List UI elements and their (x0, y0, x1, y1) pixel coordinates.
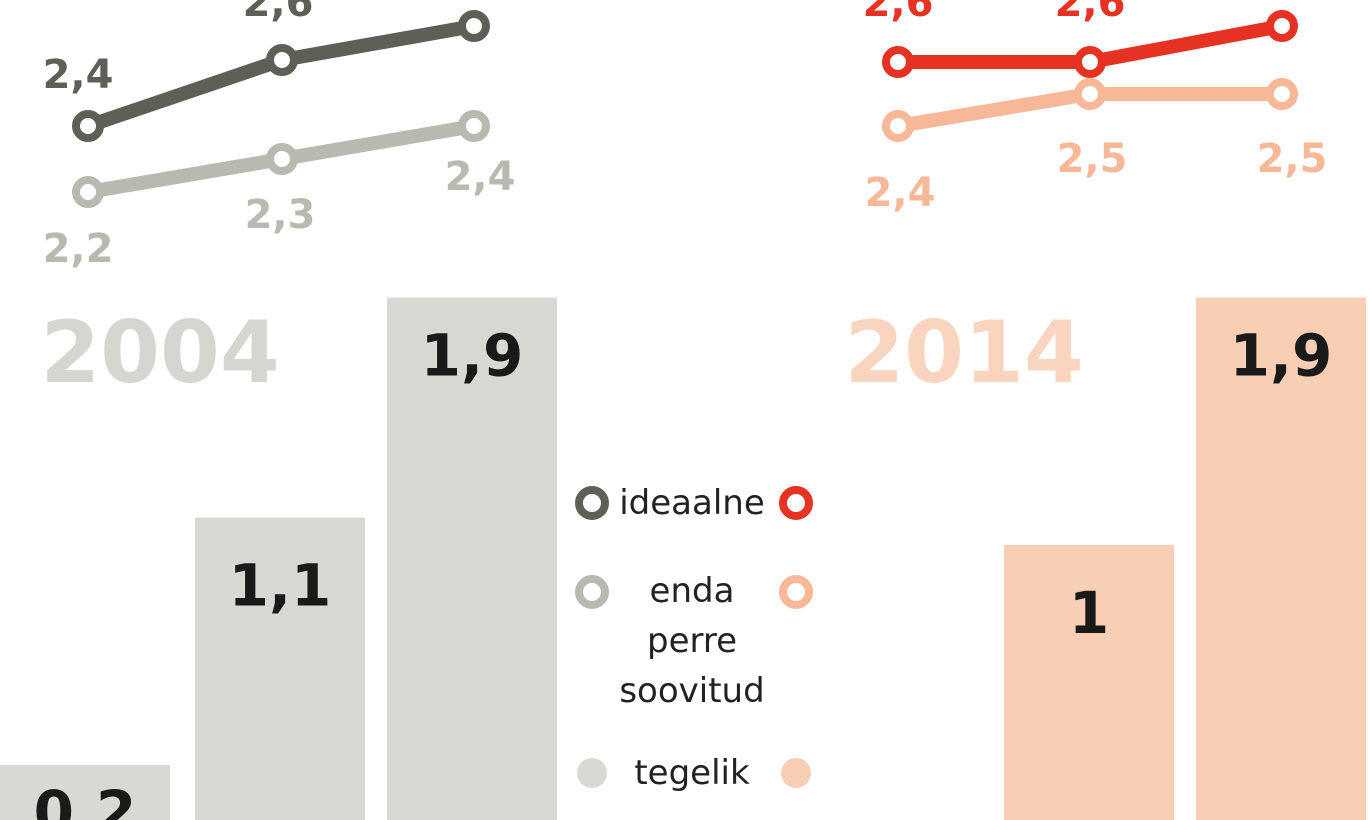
legend-label-soovitud: soovitud (619, 671, 765, 711)
legend-marker-2014-2 (781, 758, 811, 788)
bar-value-label: 1,9 (1230, 322, 1333, 390)
data-point-1-1 (266, 143, 298, 175)
data-label: 2,3 (245, 192, 316, 238)
data-label: 2,6 (243, 0, 314, 26)
data-point-1-2 (1266, 78, 1298, 110)
bar-2014-1 (1004, 545, 1174, 820)
data-label: 2,6 (1055, 0, 1126, 26)
data-label: 2,4 (43, 52, 114, 98)
bar-value-label: 1 (1069, 579, 1109, 647)
bar-value-label: 0,2 (34, 778, 137, 820)
data-point-1-2 (458, 110, 490, 142)
legend-marker-2004-0 (575, 486, 609, 520)
data-point-0-0 (882, 46, 914, 78)
data-label: 2,2 (43, 226, 114, 272)
legend-marker-2014-0 (779, 486, 813, 520)
legend-label-enda: enda (649, 571, 735, 611)
bar-value-label: 1,9 (421, 322, 524, 390)
data-label: 2,4 (865, 170, 936, 216)
data-label: 2,4 (445, 154, 516, 200)
bar-2004-2 (387, 297, 557, 820)
data-label: 2,5 (1257, 136, 1328, 182)
legend-label-perre: perre (646, 621, 738, 661)
legend-marker-2014-1 (779, 575, 813, 609)
bar-2004-0 (0, 765, 170, 820)
data-point-0-1 (266, 44, 298, 76)
legend-label-tegelik: tegelik (634, 753, 750, 793)
data-label: 2,6 (863, 0, 934, 26)
data-label: 2,5 (1057, 136, 1128, 182)
year-title-2014: 2014 (844, 303, 1083, 403)
data-point-0-2 (1266, 10, 1298, 42)
bar-2004-1 (195, 517, 365, 820)
legend-marker-2004-2 (577, 758, 607, 788)
data-point-1-0 (882, 110, 914, 142)
legend-marker-2004-1 (575, 575, 609, 609)
year-title-2004: 2004 (40, 303, 279, 403)
bar-2014-2 (1196, 297, 1366, 820)
data-point-0-1 (1074, 46, 1106, 78)
data-point-1-1 (1074, 78, 1106, 110)
data-point-0-2 (458, 10, 490, 42)
legend-label-ideaalne: ideaalne (619, 483, 765, 523)
data-point-1-0 (72, 176, 104, 208)
data-point-0-0 (72, 110, 104, 142)
series-line-ideaalne- (81, 19, 481, 133)
bar-value-label: 1,1 (229, 552, 332, 620)
